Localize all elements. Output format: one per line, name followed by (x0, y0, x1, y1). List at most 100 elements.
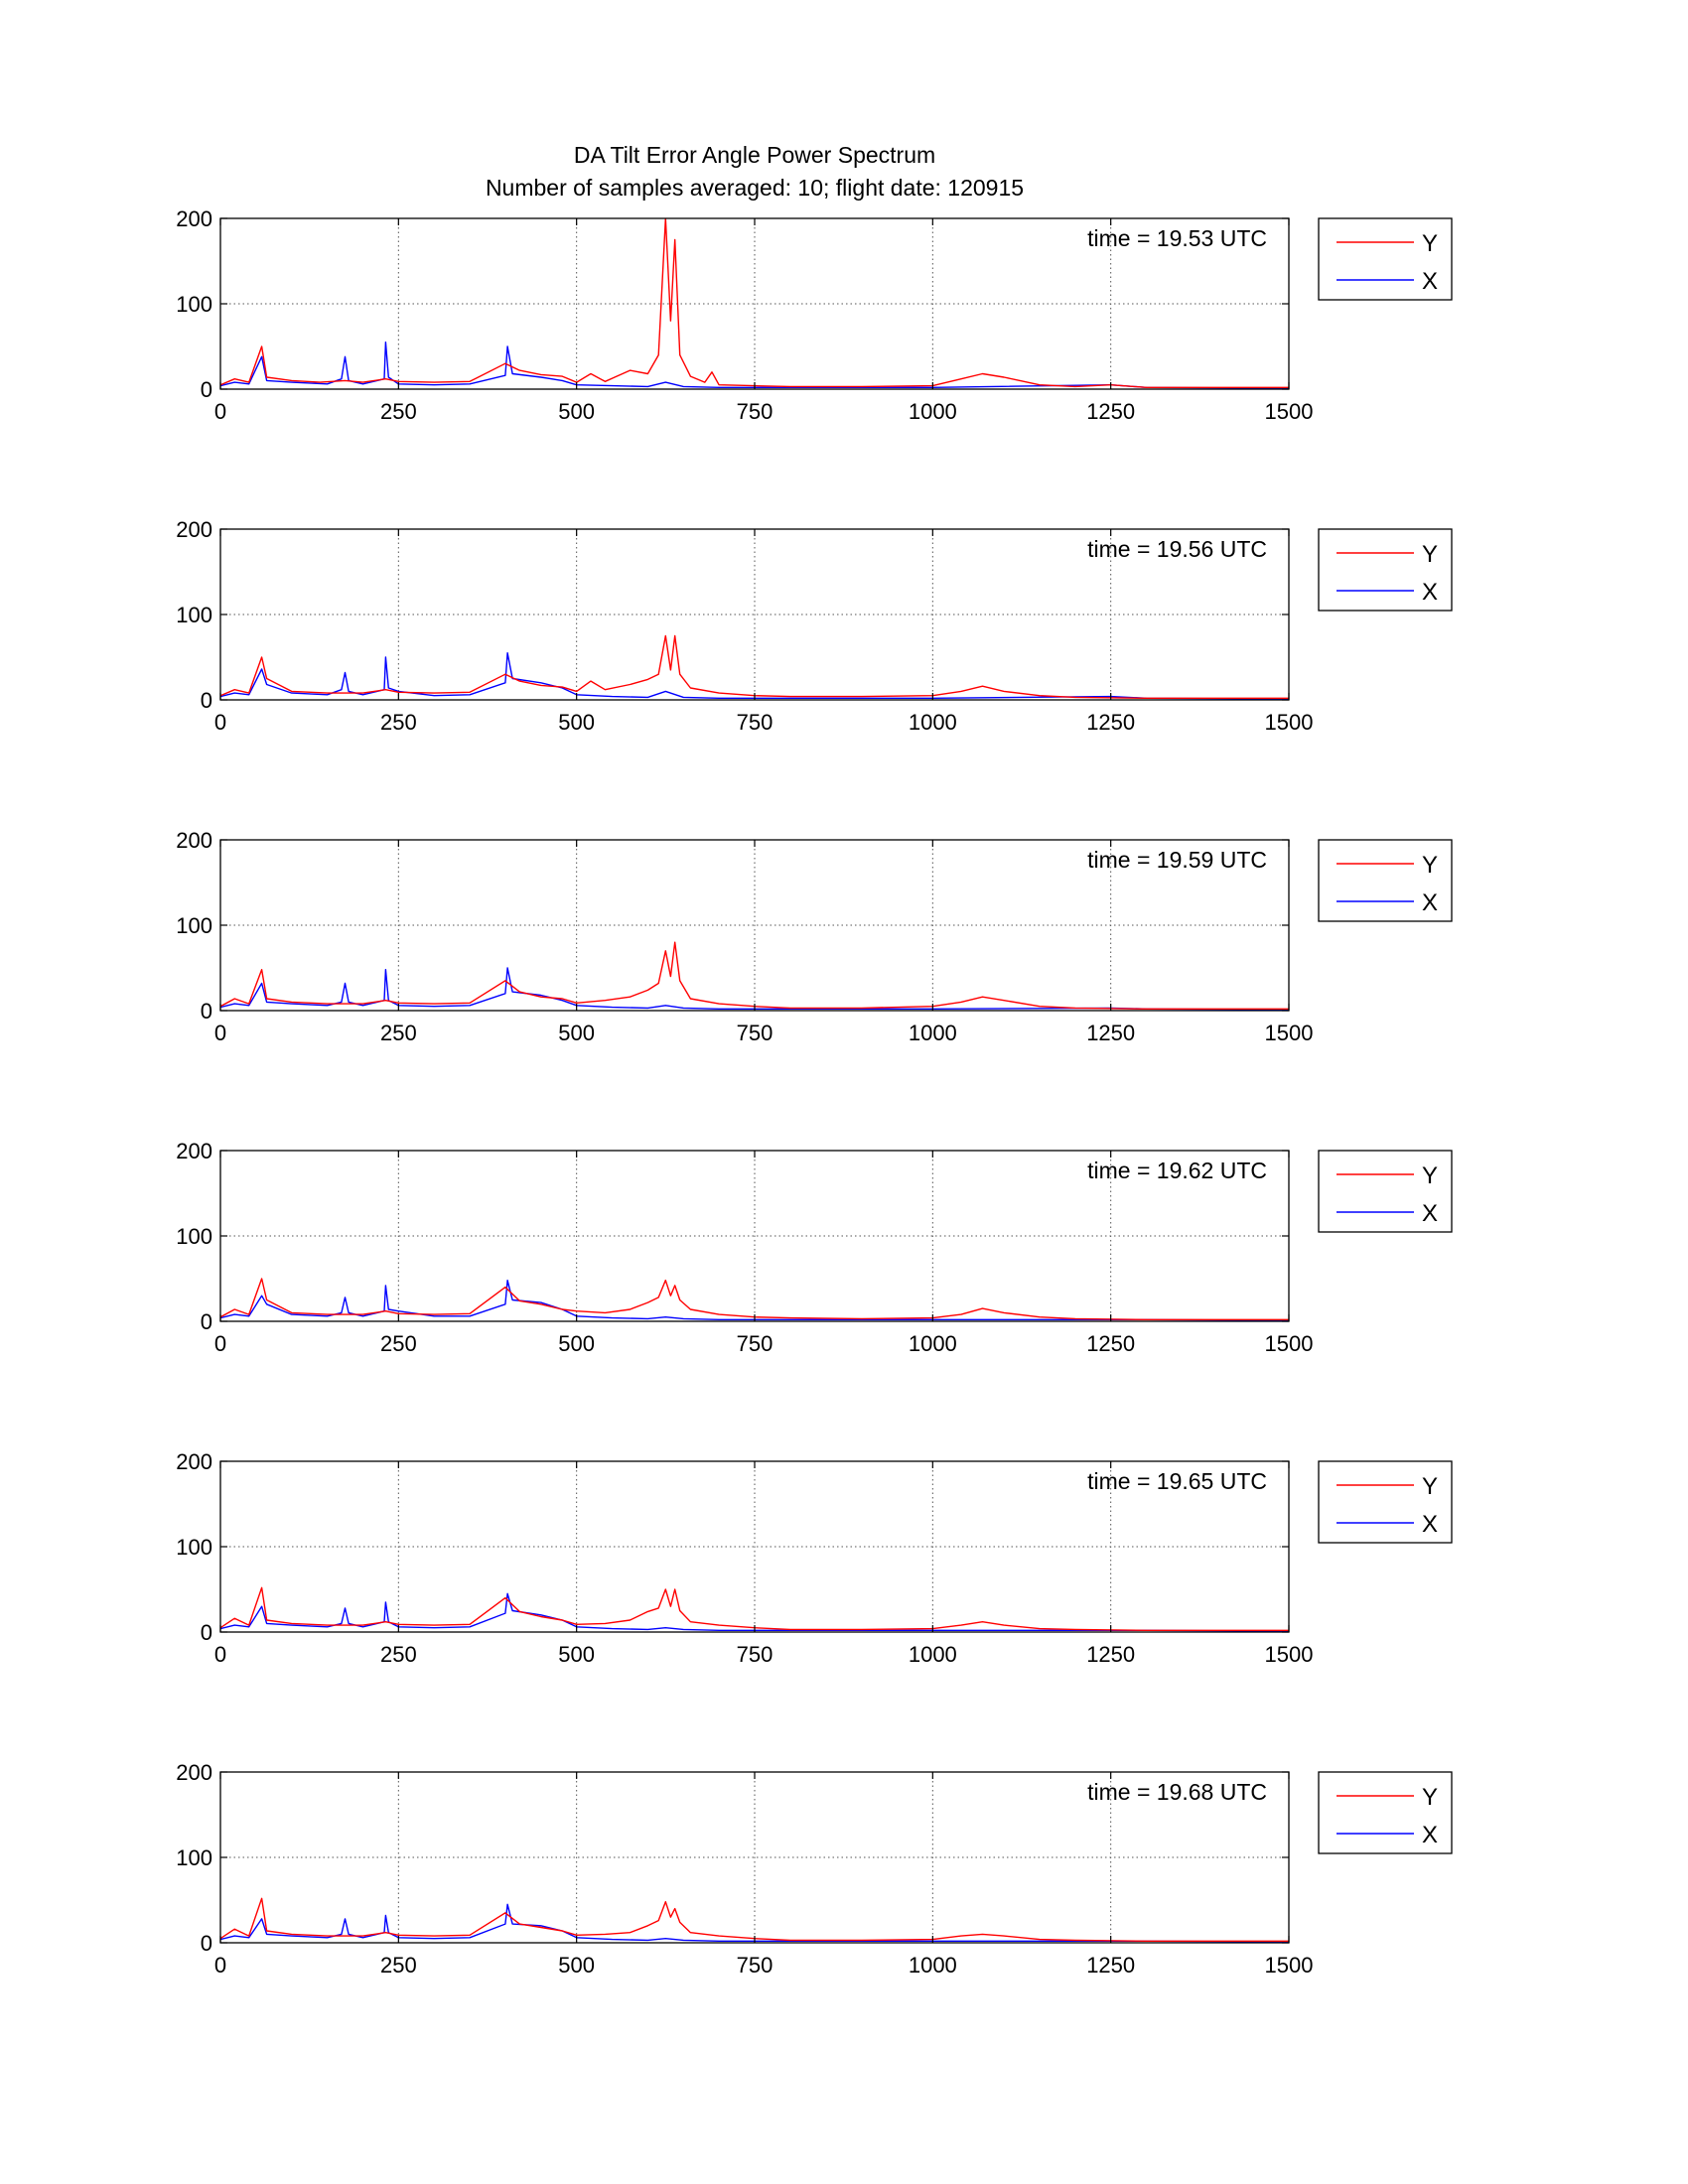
chart-panel-1: 0 250 500 750 1000 1250 1500 0 100 200 time = 19.5… (176, 206, 1453, 424)
legend-box (1318, 1460, 1453, 1544)
chart-panel-4: 0 250 500 750 1000 1250 1500 0 100 200 time = 19.6… (176, 1139, 1453, 1356)
legend-label-X: X (1422, 579, 1438, 606)
x-tick-label: 750 (737, 1331, 774, 1356)
series-line-X (220, 1903, 1289, 1943)
legend: YX (1318, 528, 1453, 612)
x-tick-label: 250 (380, 1021, 417, 1045)
x-tick-label: 1500 (1265, 1642, 1314, 1667)
legend-label-Y: Y (1422, 852, 1438, 879)
x-tick-label: 1250 (1086, 1953, 1135, 1978)
series-line-Y (220, 1278, 1289, 1321)
legend-box (1318, 217, 1453, 301)
x-tick-label: 750 (737, 1021, 774, 1045)
series-line-X (220, 341, 1289, 389)
legend: YX (1318, 1771, 1453, 1854)
y-tick-label: 0 (201, 377, 212, 402)
x-tick-label: 0 (214, 1331, 226, 1356)
x-tick-label: 1000 (909, 1642, 957, 1667)
legend: YX (1318, 839, 1453, 922)
x-tick-label: 250 (380, 710, 417, 735)
y-tick-label: 200 (176, 828, 212, 853)
y-tick-label: 0 (201, 1309, 212, 1334)
time-annotation: time = 19.59 UTC (1087, 847, 1267, 873)
legend-box (1318, 528, 1453, 612)
x-tick-label: 1500 (1265, 1953, 1314, 1978)
y-tick-label: 0 (201, 688, 212, 713)
x-tick-label: 750 (737, 1953, 774, 1978)
x-tick-label: 0 (214, 1021, 226, 1045)
x-tick-label: 750 (737, 1642, 774, 1667)
y-tick-label: 0 (201, 1620, 212, 1645)
legend-label-Y: Y (1422, 541, 1438, 568)
y-tick-label: 0 (201, 999, 212, 1024)
chart-panel-3: 0 250 500 750 1000 1250 1500 0 100 200 time = 19.5… (176, 828, 1453, 1045)
x-tick-label: 750 (737, 399, 774, 424)
legend: YX (1318, 217, 1453, 301)
time-annotation: time = 19.53 UTC (1087, 225, 1267, 251)
series-line-X (220, 1279, 1289, 1321)
x-tick-label: 500 (558, 1642, 595, 1667)
legend-label-X: X (1422, 1200, 1438, 1227)
x-tick-label: 1250 (1086, 1021, 1135, 1045)
legend-label-X: X (1422, 889, 1438, 916)
x-tick-label: 500 (558, 1331, 595, 1356)
chart-panel-2: 0 250 500 750 1000 1250 1500 0 100 200 time = 19.5… (176, 517, 1453, 735)
series-line-X (220, 967, 1289, 1011)
legend-label-X: X (1422, 268, 1438, 295)
legend-label-X: X (1422, 1822, 1438, 1848)
y-tick-label: 100 (176, 1224, 212, 1249)
series-line-Y (220, 1586, 1289, 1632)
legend: YX (1318, 1460, 1453, 1544)
y-tick-label: 100 (176, 603, 212, 627)
legend-box (1318, 839, 1453, 922)
chart-panel-5: 0 250 500 750 1000 1250 1500 0 100 200 time = 19.6… (176, 1449, 1453, 1667)
x-tick-label: 1250 (1086, 1331, 1135, 1356)
x-tick-label: 1500 (1265, 399, 1314, 424)
legend-box (1318, 1150, 1453, 1233)
legend-label-Y: Y (1422, 1162, 1438, 1189)
x-tick-label: 1000 (909, 1021, 957, 1045)
x-tick-label: 500 (558, 1021, 595, 1045)
x-tick-label: 1500 (1265, 1331, 1314, 1356)
x-tick-label: 1250 (1086, 399, 1135, 424)
series-line-Y (220, 218, 1289, 388)
x-tick-label: 500 (558, 710, 595, 735)
legend-box (1318, 1771, 1453, 1854)
x-tick-label: 750 (737, 710, 774, 735)
series-line-Y (220, 634, 1289, 699)
time-annotation: time = 19.62 UTC (1087, 1158, 1267, 1183)
x-tick-label: 500 (558, 399, 595, 424)
figure-subtitle: Number of samples averaged: 10; flight d… (486, 175, 1024, 201)
x-tick-label: 250 (380, 399, 417, 424)
x-tick-label: 500 (558, 1953, 595, 1978)
y-tick-label: 200 (176, 1139, 212, 1163)
x-tick-label: 250 (380, 1331, 417, 1356)
y-tick-label: 200 (176, 1760, 212, 1785)
x-tick-label: 1000 (909, 1953, 957, 1978)
legend-label-Y: Y (1422, 230, 1438, 257)
series-line-Y (220, 941, 1289, 1010)
y-tick-label: 100 (176, 913, 212, 938)
y-tick-label: 200 (176, 1449, 212, 1474)
series-line-X (220, 652, 1289, 700)
time-annotation: time = 19.56 UTC (1087, 536, 1267, 562)
legend-label-Y: Y (1422, 1784, 1438, 1811)
x-tick-label: 250 (380, 1953, 417, 1978)
x-tick-label: 0 (214, 1953, 226, 1978)
legend-label-Y: Y (1422, 1473, 1438, 1500)
series-line-Y (220, 1897, 1289, 1943)
y-tick-label: 100 (176, 1845, 212, 1870)
x-tick-label: 1000 (909, 399, 957, 424)
x-tick-label: 1500 (1265, 710, 1314, 735)
y-tick-label: 100 (176, 292, 212, 317)
figure-title: DA Tilt Error Angle Power Spectrum (574, 142, 935, 168)
x-tick-label: 1000 (909, 1331, 957, 1356)
legend: YX (1318, 1150, 1453, 1233)
x-tick-label: 0 (214, 399, 226, 424)
legend-label-X: X (1422, 1511, 1438, 1538)
chart-panel-6: 0 250 500 750 1000 1250 1500 0 100 200 time = 19.6… (176, 1760, 1453, 1978)
x-tick-label: 0 (214, 1642, 226, 1667)
x-tick-label: 1250 (1086, 710, 1135, 735)
